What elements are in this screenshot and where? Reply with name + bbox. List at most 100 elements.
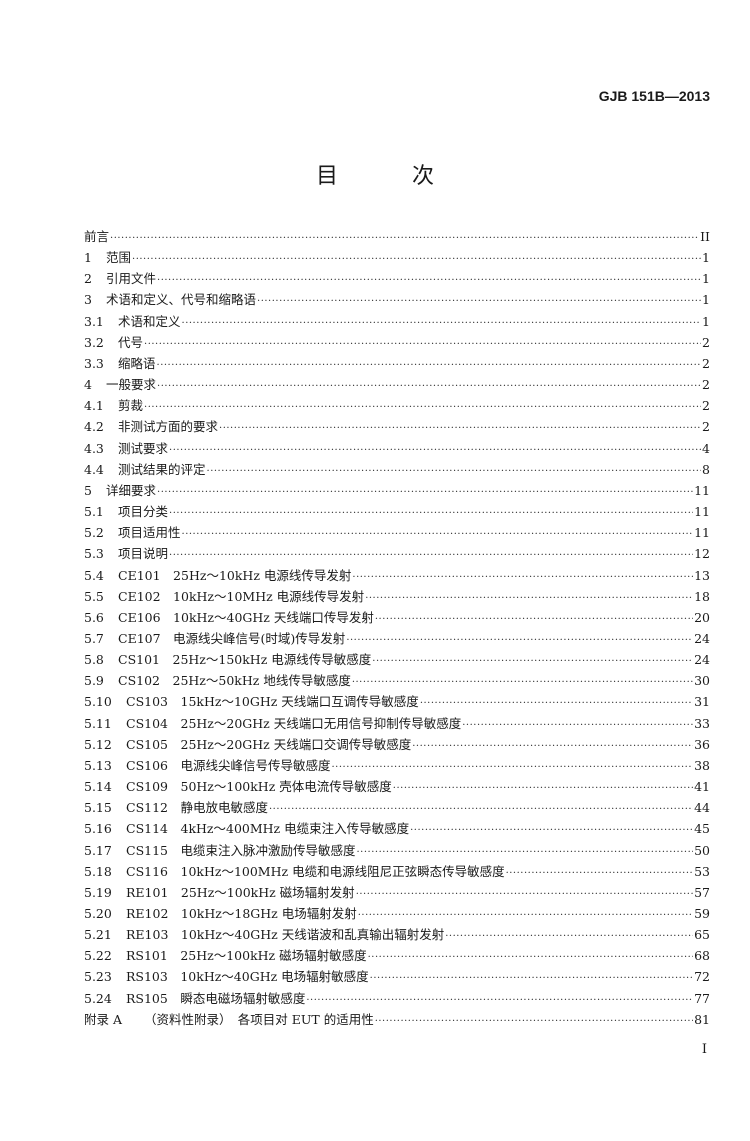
dot-leader	[269, 804, 693, 815]
toc-entry[interactable]: 3 术语和定义、代号和缩略语 1	[84, 289, 710, 310]
toc-entry[interactable]: 4.4 测试结果的评定 8	[84, 459, 710, 480]
toc-entry[interactable]: 5.13 CS106 电源线尖峰信号传导敏感度 38	[84, 755, 710, 776]
toc-entry-number: 5.2	[84, 525, 104, 541]
toc-entry-label: RS105 瞬态电磁场辐射敏感度	[126, 990, 306, 1006]
toc-entry[interactable]: 5.10 CS103 15kHz～10GHz 天线端口互调传导敏感度 31	[84, 691, 710, 712]
toc-entry[interactable]: 5.4 CE101 25Hz～10kHz 电源线传导发射 13	[84, 565, 710, 586]
toc-entry[interactable]: 5.3 项目说明 12	[84, 543, 710, 564]
toc-entry-number: 5.6	[84, 609, 104, 625]
toc-entry[interactable]: 5 详细要求 11	[84, 480, 710, 501]
toc-entry-number: 3	[84, 292, 92, 308]
toc-entry-page: 50	[694, 842, 710, 858]
toc-entry[interactable]: 4.3 测试要求 4	[84, 438, 710, 459]
toc-entry-label: CE102 10kHz～10MHz 电源线传导发射	[118, 588, 365, 604]
toc-entry[interactable]: 3.2 代号 2	[84, 332, 710, 353]
toc-entry-label: CS104 25Hz～20GHz 天线端口无用信号抑制传导敏感度	[126, 715, 462, 731]
dot-leader	[346, 635, 693, 646]
dot-leader	[370, 973, 693, 984]
toc-entry[interactable]: 5.5 CE102 10kHz～10MHz 电源线传导发射 18	[84, 586, 710, 607]
dot-leader	[132, 254, 701, 265]
toc-entry[interactable]: 4 一般要求 2	[84, 374, 710, 395]
toc-entry[interactable]: 4.1 剪裁 2	[84, 395, 710, 416]
toc-entry-page: 1	[702, 271, 710, 287]
toc-entry[interactable]: 5.19 RE101 25Hz～100kHz 磁场辐射发射 57	[84, 882, 710, 903]
dot-leader	[306, 995, 693, 1006]
toc-entry-label: 缩略语	[118, 355, 156, 371]
toc-entry-label: CS106 电源线尖峰信号传导敏感度	[126, 757, 331, 773]
dot-leader	[207, 466, 701, 477]
toc-entry[interactable]: 5.1 项目分类 11	[84, 501, 710, 522]
toc-entry[interactable]: 5.7 CE107 电源线尖峰信号(时域)传导发射 24	[84, 628, 710, 649]
dot-leader	[219, 423, 701, 434]
toc-entry[interactable]: 2 引用文件 1	[84, 268, 710, 289]
toc-entry[interactable]: 5.21 RE103 10kHz～40GHz 天线谐波和乱真输出辐射发射 65	[84, 924, 710, 945]
dot-leader	[506, 868, 694, 879]
toc-entry[interactable]: 5.22 RS101 25Hz～100kHz 磁场辐射敏感度 68	[84, 945, 710, 966]
toc-entry-label: 剪裁	[118, 398, 144, 414]
toc-entry-number: 4.2	[84, 419, 104, 435]
toc-entry-page: 20	[694, 609, 710, 625]
toc-entry-number: 5.22	[84, 948, 112, 964]
toc-entry[interactable]: 5.24 RS105 瞬态电磁场辐射敏感度 77	[84, 988, 710, 1009]
toc-entry-label: RS101 25Hz～100kHz 磁场辐射敏感度	[126, 948, 367, 964]
toc-entry-number: 4.4	[84, 461, 104, 477]
toc-entry-label: CS114 4kHz～400MHz 电缆束注入传导敏感度	[126, 821, 410, 837]
toc-entry[interactable]: 5.9 CS102 25Hz～50kHz 地线传导敏感度 30	[84, 670, 710, 691]
toc-entry[interactable]: 5.14 CS109 50Hz～100kHz 壳体电流传导敏感度 41	[84, 776, 710, 797]
toc-entry[interactable]: 1 范围 1	[84, 247, 710, 268]
toc-entry-label: CE101 25Hz～10kHz 电源线传导发射	[118, 567, 352, 583]
toc-entry-number: 5.15	[84, 800, 112, 816]
dot-leader	[410, 825, 693, 836]
dot-leader	[375, 614, 693, 625]
toc-entry[interactable]: 5.16 CS114 4kHz～400MHz 电缆束注入传导敏感度 45	[84, 818, 710, 839]
toc-entry[interactable]: 5.2 项目适用性 11	[84, 522, 710, 543]
toc-entry-page: 8	[702, 461, 710, 477]
page-title: 目 次	[315, 164, 460, 189]
toc-entry[interactable]: 附录 A （资料性附录） 各项目对 EUT 的适用性 81	[84, 1009, 710, 1030]
toc-entry-page: II	[700, 229, 710, 244]
toc-entry-label: CS105 25Hz～20GHz 天线端口交调传导敏感度	[126, 736, 412, 752]
toc-entry[interactable]: 4.2 非测试方面的要求 2	[84, 416, 710, 437]
toc-entry-number: 3.1	[84, 313, 104, 329]
toc-entry-number: 5.21	[84, 927, 112, 943]
toc-entry-page: 81	[694, 1011, 710, 1027]
toc-entry[interactable]: 5.12 CS105 25Hz～20GHz 天线端口交调传导敏感度 36	[84, 734, 710, 755]
toc-entry-page: 1	[702, 313, 710, 329]
toc-entry-page: 53	[694, 863, 710, 879]
toc-entry-number: 5.10	[84, 694, 112, 710]
toc-entry[interactable]: 5.11 CS104 25Hz～20GHz 天线端口无用信号抑制传导敏感度 33	[84, 713, 710, 734]
toc-entry-page: 2	[702, 398, 710, 414]
dot-leader	[357, 847, 694, 858]
toc-entry-number: 5.24	[84, 990, 112, 1006]
toc-entry-number: 5.11	[84, 715, 112, 731]
dot-leader	[332, 762, 694, 773]
toc-entry-number: 2	[84, 271, 92, 287]
toc-entry[interactable]: 3.1 术语和定义 1	[84, 311, 710, 332]
dot-leader	[462, 720, 693, 731]
toc-entry-number: 附录 A	[84, 1011, 123, 1027]
dot-leader	[358, 910, 693, 921]
toc-entry[interactable]: 5.18 CS116 10kHz～100MHz 电缆和电源线阻尼正弦瞬态传导敏感度…	[84, 861, 710, 882]
toc-entry-label: RE101 25Hz～100kHz 磁场辐射发射	[126, 884, 355, 900]
toc-entry[interactable]: 5.17 CS115 电缆束注入脉冲激励传导敏感度 50	[84, 840, 710, 861]
dot-leader	[368, 952, 693, 963]
toc-entry-page: 68	[694, 948, 710, 964]
toc-entry-page: 13	[694, 567, 710, 583]
dot-leader	[393, 783, 693, 794]
toc-entry-page: 44	[694, 800, 710, 816]
toc-entry[interactable]: 5.23 RS103 10kHz～40GHz 电场辐射敏感度 72	[84, 966, 710, 987]
toc-entry-label: CS109 50Hz～100kHz 壳体电流传导敏感度	[126, 779, 392, 795]
toc-entry-label: 术语和定义	[118, 313, 181, 329]
dot-leader	[356, 889, 693, 900]
toc-entry-number: 5.19	[84, 884, 112, 900]
toc-entry[interactable]: 5.15 CS112 静电放电敏感度 44	[84, 797, 710, 818]
toc-entry[interactable]: 5.6 CE106 10kHz～40GHz 天线端口传导发射 20	[84, 607, 710, 628]
toc-entry[interactable]: 5.20 RE102 10kHz～18GHz 电场辐射发射 59	[84, 903, 710, 924]
toc-entry[interactable]: 5.8 CS101 25Hz～150kHz 电源线传导敏感度 24	[84, 649, 710, 670]
toc-entry-page: 38	[694, 757, 710, 773]
toc-entry-label: CE107 电源线尖峰信号(时域)传导发射	[118, 630, 346, 646]
toc-entry-number: 5.1	[84, 504, 104, 520]
toc-entry[interactable]: 前言 II	[84, 226, 710, 247]
toc-entry[interactable]: 3.3 缩略语 2	[84, 353, 710, 374]
toc-entry-page: 45	[694, 821, 710, 837]
